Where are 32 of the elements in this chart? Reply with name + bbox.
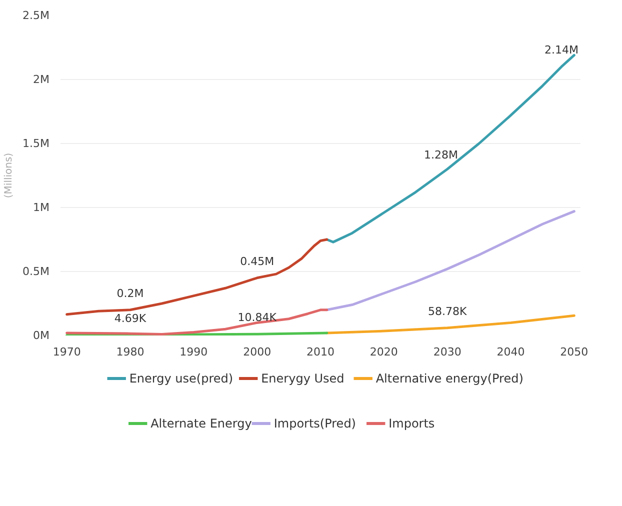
x-tick-label: 1970 — [52, 346, 81, 358]
annotation: 58.78K — [428, 304, 468, 318]
y-axis-title: (Millions) — [4, 152, 15, 198]
legend-label: Energy use(pred) — [129, 372, 234, 386]
x-tick-label: 1980 — [116, 346, 144, 358]
y-tick-label: 1M — [33, 201, 50, 214]
y-tick-label: 2.5M — [22, 9, 50, 22]
line-series — [66, 308, 328, 336]
line-series — [326, 54, 576, 244]
line-series — [326, 314, 576, 334]
x-tick-label: 2000 — [243, 346, 272, 358]
annotation: 10.84K — [238, 311, 278, 324]
legend-label: Enerygy Used — [261, 372, 344, 386]
legend-label: Imports(Pred) — [274, 416, 356, 430]
y-tick-label: 2M — [33, 73, 50, 86]
x-tick-label: 2030 — [433, 346, 462, 358]
annotation: 0.45M — [240, 254, 274, 268]
annotation: 0.2M — [116, 286, 144, 300]
annotation: 2.14M — [544, 44, 578, 57]
legend-label: Imports — [388, 416, 435, 430]
y-tick-label: 0M — [33, 329, 50, 342]
annotation: 1.28M — [424, 148, 458, 162]
x-tick-label: 2040 — [496, 346, 525, 358]
annotation: 4.69K — [114, 312, 147, 325]
y-tick-label: 0.5M — [22, 265, 50, 278]
x-tick-label: 1990 — [180, 346, 208, 358]
x-tick-label: 2020 — [370, 346, 398, 358]
legend-label: Alternate Energy — [150, 416, 252, 430]
x-tick-label: 2010 — [306, 346, 335, 358]
y-tick-label: 1.5M — [22, 137, 50, 150]
x-tick-label: 2050 — [560, 346, 588, 358]
legend-label: Alternative energy(Pred) — [376, 372, 524, 386]
